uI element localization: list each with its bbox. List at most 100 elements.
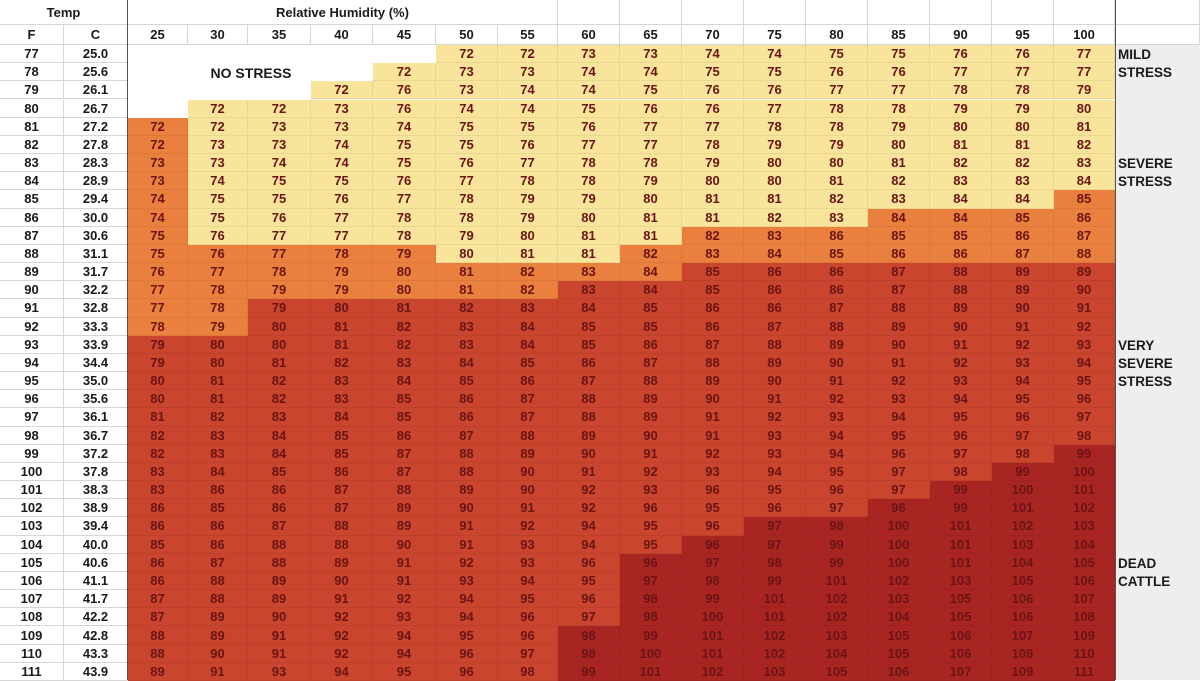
- index-cell: 95: [930, 408, 992, 427]
- stress-label-dead: DEAD CATTLE: [1115, 555, 1200, 591]
- index-cell: 99: [806, 535, 868, 554]
- index-cell: 99: [992, 462, 1054, 482]
- index-cell: 89: [744, 353, 806, 373]
- index-cell: 95: [373, 662, 436, 681]
- index-cell: 82: [1054, 135, 1115, 154]
- index-cell: 86: [806, 263, 868, 282]
- index-cell: 89: [806, 335, 868, 354]
- index-cell: 77: [806, 81, 868, 100]
- index-cell: 94: [498, 571, 558, 591]
- temp-c: 41.7: [64, 590, 128, 609]
- index-cell: 78: [806, 117, 868, 136]
- index-cell: 90: [558, 444, 620, 463]
- stress-label-line: STRESS: [1118, 174, 1173, 189]
- index-cell: 85: [311, 444, 373, 463]
- index-cell: 88: [311, 517, 373, 536]
- index-cell: 93: [806, 408, 868, 427]
- index-cell: 90: [806, 353, 868, 373]
- index-cell: 74: [188, 172, 248, 191]
- index-cell: 77: [992, 63, 1054, 82]
- index-cell: 98: [620, 608, 682, 627]
- header-blank: [1115, 0, 1200, 25]
- index-cell: 90: [1054, 281, 1115, 300]
- index-cell: 89: [992, 263, 1054, 282]
- index-cell: 87: [992, 244, 1054, 264]
- index-cell: 93: [436, 571, 498, 591]
- index-cell: 96: [498, 608, 558, 627]
- index-cell: 76: [128, 263, 188, 282]
- index-cell: 95: [620, 517, 682, 536]
- index-cell: 77: [682, 117, 744, 136]
- index-cell: 75: [248, 172, 311, 191]
- index-cell: 73: [498, 63, 558, 82]
- index-cell: 90: [930, 317, 992, 336]
- index-cell: 88: [930, 263, 992, 282]
- index-cell: 92: [744, 408, 806, 427]
- index-cell: 87: [128, 608, 188, 627]
- index-cell: 105: [992, 571, 1054, 591]
- index-cell: 89: [868, 317, 930, 336]
- index-cell: 88: [128, 626, 188, 645]
- index-cell: 87: [868, 263, 930, 282]
- index-cell: 96: [744, 499, 806, 518]
- index-cell: 85: [373, 390, 436, 409]
- index-cell: 82: [373, 317, 436, 336]
- stress-label-line: MILD: [1118, 47, 1151, 62]
- index-cell: 78: [930, 81, 992, 100]
- index-cell: 110: [1054, 644, 1115, 663]
- index-cell: 103: [806, 626, 868, 645]
- index-cell: 72: [498, 45, 558, 64]
- index-cell: 101: [992, 499, 1054, 518]
- temp-f: 86: [0, 208, 64, 227]
- index-cell: 92: [311, 608, 373, 627]
- index-cell: 91: [744, 390, 806, 409]
- index-cell: 77: [744, 99, 806, 118]
- index-cell: 83: [311, 372, 373, 391]
- index-cell: 80: [248, 317, 311, 336]
- index-cell: 74: [498, 99, 558, 118]
- index-cell: 89: [682, 372, 744, 391]
- index-cell: 81: [682, 190, 744, 209]
- index-cell: 93: [498, 535, 558, 554]
- index-cell: 87: [188, 553, 248, 572]
- index-cell: 89: [128, 662, 188, 681]
- temp-f: 83: [0, 154, 64, 173]
- temp-f: 97: [0, 408, 64, 427]
- index-cell: 81: [558, 244, 620, 264]
- index-cell: 88: [682, 353, 744, 373]
- index-cell: 84: [620, 281, 682, 300]
- index-cell: 85: [188, 499, 248, 518]
- stress-label-line: DEAD: [1118, 556, 1157, 571]
- index-cell: 89: [930, 299, 992, 318]
- index-cell: 82: [868, 172, 930, 191]
- index-cell: 86: [436, 408, 498, 427]
- index-cell: 88: [248, 553, 311, 572]
- index-cell: 83: [128, 462, 188, 482]
- index-cell: 79: [248, 299, 311, 318]
- index-cell: 76: [620, 99, 682, 118]
- no-stress-cell: [248, 45, 311, 64]
- index-cell: 86: [744, 263, 806, 282]
- index-cell: 96: [436, 662, 498, 681]
- index-cell: 92: [558, 481, 620, 500]
- index-cell: 92: [373, 590, 436, 609]
- index-cell: 93: [248, 662, 311, 681]
- temp-c: 37.8: [64, 462, 128, 482]
- index-cell: 88: [128, 644, 188, 663]
- index-cell: 87: [868, 281, 930, 300]
- index-cell: 75: [558, 99, 620, 118]
- index-cell: 79: [930, 99, 992, 118]
- no-stress-cell: [248, 81, 311, 100]
- temp-c: 25.6: [64, 63, 128, 82]
- humidity-col-90: 90: [930, 25, 992, 45]
- index-cell: 81: [744, 190, 806, 209]
- index-cell: 105: [868, 644, 930, 663]
- index-cell: 82: [128, 444, 188, 463]
- index-cell: 83: [992, 172, 1054, 191]
- index-cell: 77: [373, 190, 436, 209]
- index-cell: 90: [682, 390, 744, 409]
- index-cell: 102: [744, 626, 806, 645]
- index-cell: 89: [992, 281, 1054, 300]
- index-cell: 95: [806, 462, 868, 482]
- index-cell: 91: [311, 590, 373, 609]
